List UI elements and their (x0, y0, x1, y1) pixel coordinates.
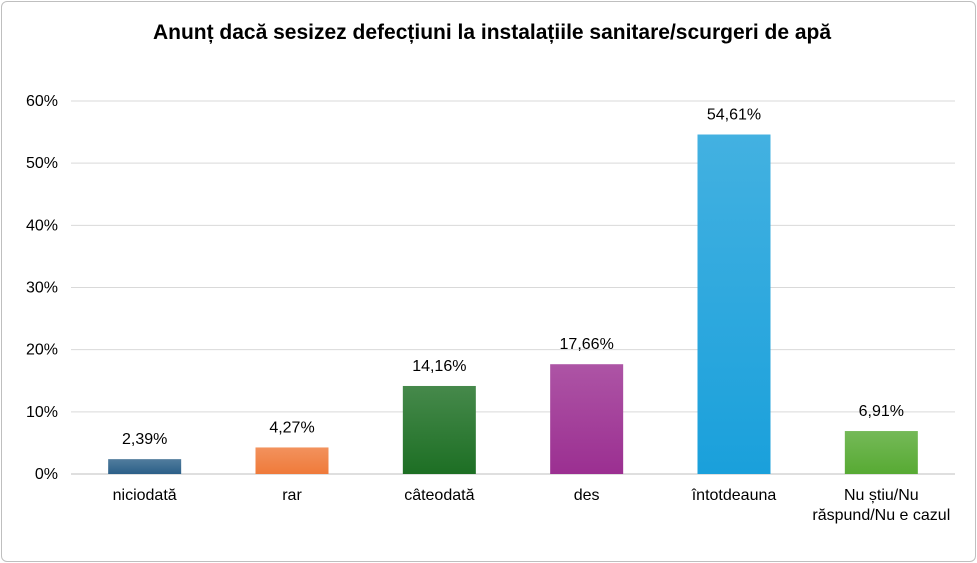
y-tick-label: 60% (26, 93, 58, 110)
y-tick-label: 50% (26, 155, 58, 172)
data-label: 4,27% (269, 419, 314, 436)
data-label: 54,61% (707, 107, 761, 124)
chart-title: Anunț dacă sesizez defecțiuni la instala… (152, 21, 832, 44)
y-tick-label: 40% (26, 217, 58, 234)
data-label: 6,91% (859, 403, 904, 420)
x-category-label: niciodată (112, 487, 177, 504)
x-category-label: rar (282, 487, 302, 504)
data-label: 14,16% (412, 358, 466, 375)
data-label: 17,66% (560, 336, 614, 353)
bar (697, 134, 771, 475)
bar (844, 431, 918, 474)
y-tick-label: 20% (26, 342, 58, 359)
bar (108, 459, 182, 474)
y-tick-label: 0% (35, 466, 58, 483)
data-label: 2,39% (122, 431, 167, 448)
y-tick-label: 10% (26, 404, 58, 421)
x-category-label: întotdeauna (691, 487, 777, 504)
bar (255, 447, 329, 474)
x-category-label: câteodată (404, 487, 475, 504)
y-tick-label: 30% (26, 280, 58, 297)
bar (402, 385, 476, 474)
x-category-label: des (573, 487, 600, 504)
bar (550, 364, 624, 474)
x-category-label: Nu știu/Nu răspund/Nu e cazul (812, 487, 951, 524)
